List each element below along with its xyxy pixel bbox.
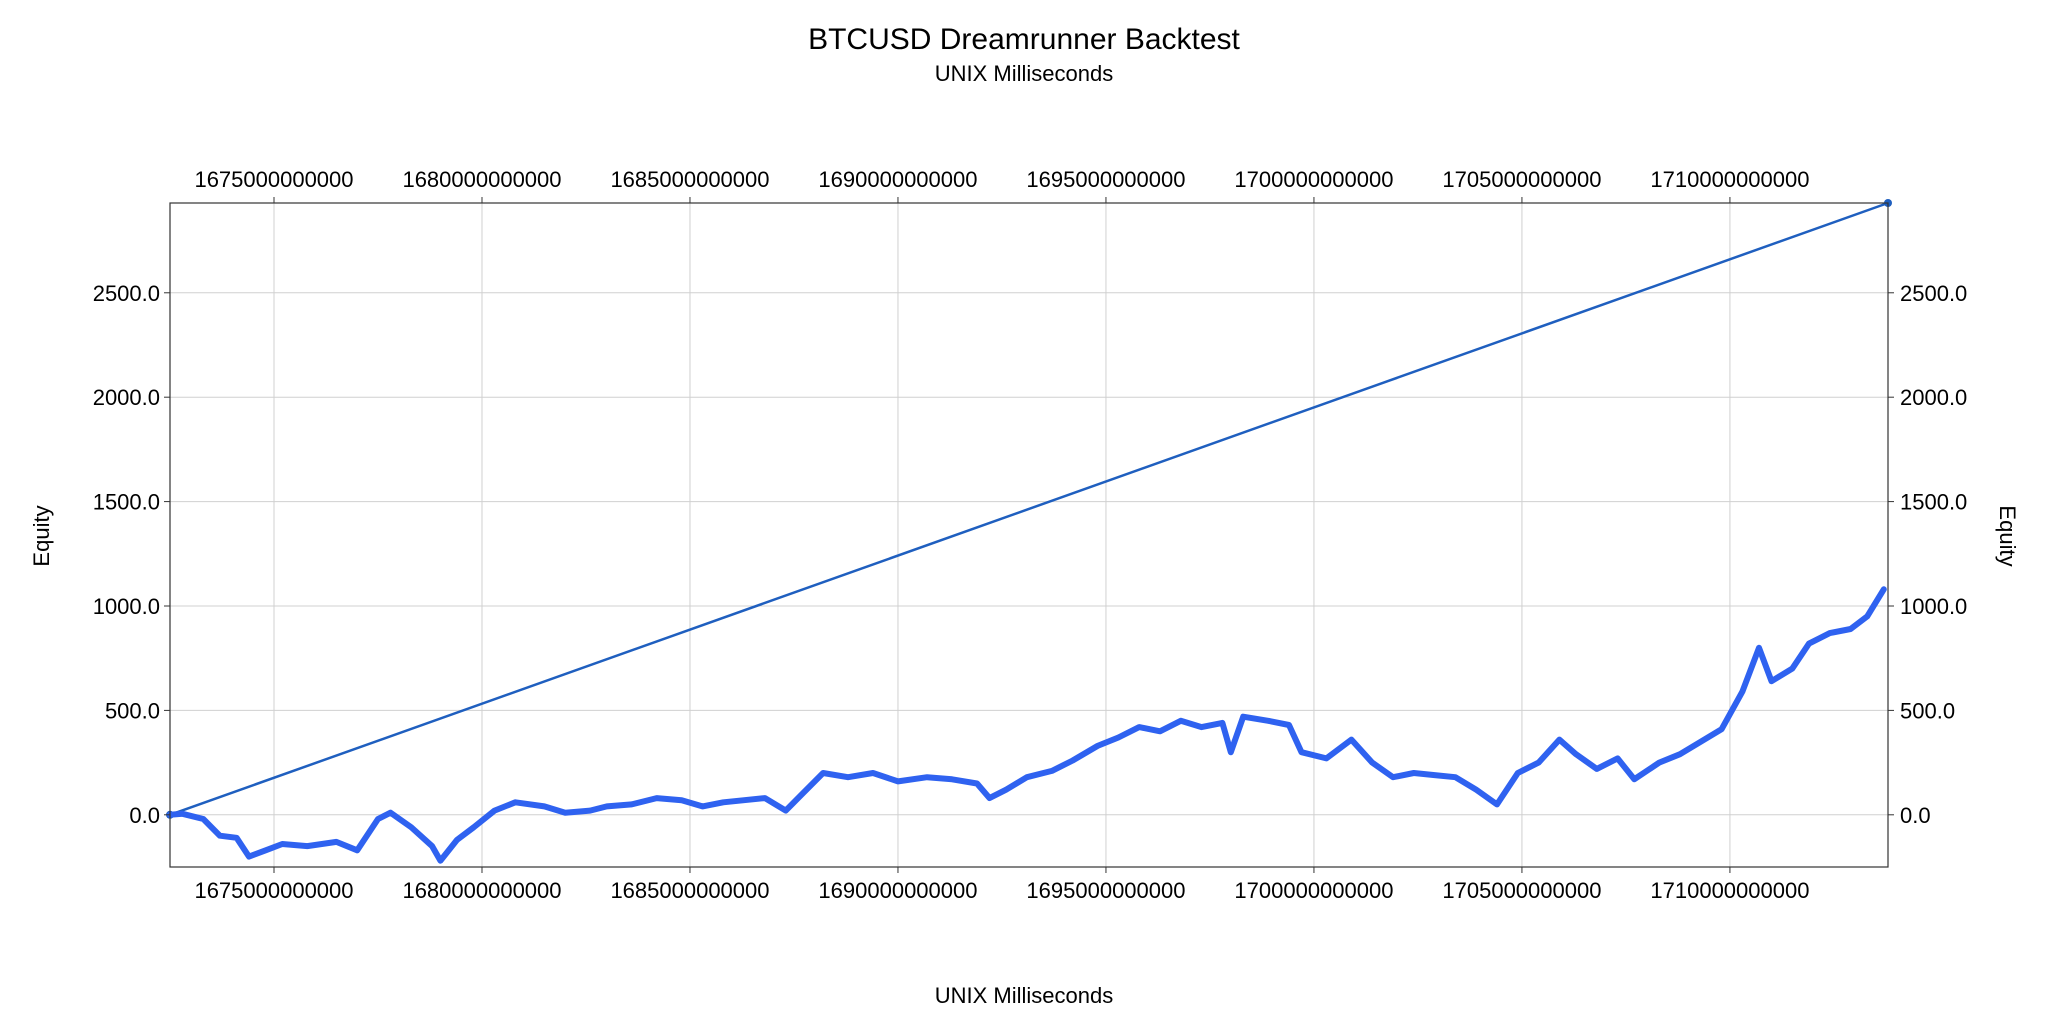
x-tick-label-bottom-6: 1705000000000 — [1442, 878, 1601, 903]
x-tick-label-bottom-3: 1690000000000 — [818, 878, 977, 903]
x-tick-label-top-3: 1690000000000 — [818, 167, 977, 192]
x-tick-label-top-4: 1695000000000 — [1026, 167, 1185, 192]
x-tick-label-bottom-7: 1710000000000 — [1650, 878, 1809, 903]
chart-subtitle: UNIX Milliseconds — [935, 61, 1114, 86]
y-tick-label-left-5: 2500.0 — [93, 281, 160, 306]
x-tick-label-top-5: 1700000000000 — [1234, 167, 1393, 192]
x-tick-label-top-2: 1685000000000 — [610, 167, 769, 192]
grid — [170, 203, 1888, 867]
x-tick-label-bottom-4: 1695000000000 — [1026, 878, 1185, 903]
x-tick-label-top-7: 1710000000000 — [1650, 167, 1809, 192]
series-layer — [166, 199, 1892, 864]
plot-frame — [169, 202, 1889, 868]
equity-series-line — [167, 586, 1887, 864]
y-tick-label-right-2: 1000.0 — [1900, 594, 1967, 619]
x-tick-label-top-1: 1680000000000 — [402, 167, 561, 192]
y-tick-label-left-4: 2000.0 — [93, 385, 160, 410]
x-tick-label-bottom-5: 1700000000000 — [1234, 878, 1393, 903]
y-tick-label-left-2: 1000.0 — [93, 594, 160, 619]
y-tick-label-right-4: 2000.0 — [1900, 385, 1967, 410]
x-tick-label-bottom-2: 1685000000000 — [610, 878, 769, 903]
y-tick-label-left-0: 0.0 — [129, 803, 160, 828]
y-tick-label-right-1: 500.0 — [1900, 698, 1955, 723]
x-tick-label-bottom-1: 1680000000000 — [402, 878, 561, 903]
y-axis-label-right: Equity — [1995, 505, 2020, 566]
x-tick-label-top-0: 1675000000000 — [194, 167, 353, 192]
y-axis-label-left: Equity — [29, 505, 54, 566]
tick-layer: 1675000000000 1675000000000 1680000000000 1… — [93, 167, 1968, 903]
reference-series-line — [168, 201, 1890, 817]
y-tick-label-left-1: 500.0 — [105, 698, 160, 723]
x-axis-label: UNIX Milliseconds — [935, 983, 1114, 1008]
y-tick-label-right-3: 1500.0 — [1900, 490, 1967, 515]
x-tick-label-top-6: 1705000000000 — [1442, 167, 1601, 192]
y-tick-label-left-3: 1500.0 — [93, 490, 160, 515]
chart-title: BTCUSD Dreamrunner Backtest — [808, 23, 1240, 56]
x-tick-label-bottom-0: 1675000000000 — [194, 878, 353, 903]
y-tick-label-right-5: 2500.0 — [1900, 281, 1967, 306]
y-tick-label-right-0: 0.0 — [1900, 803, 1931, 828]
